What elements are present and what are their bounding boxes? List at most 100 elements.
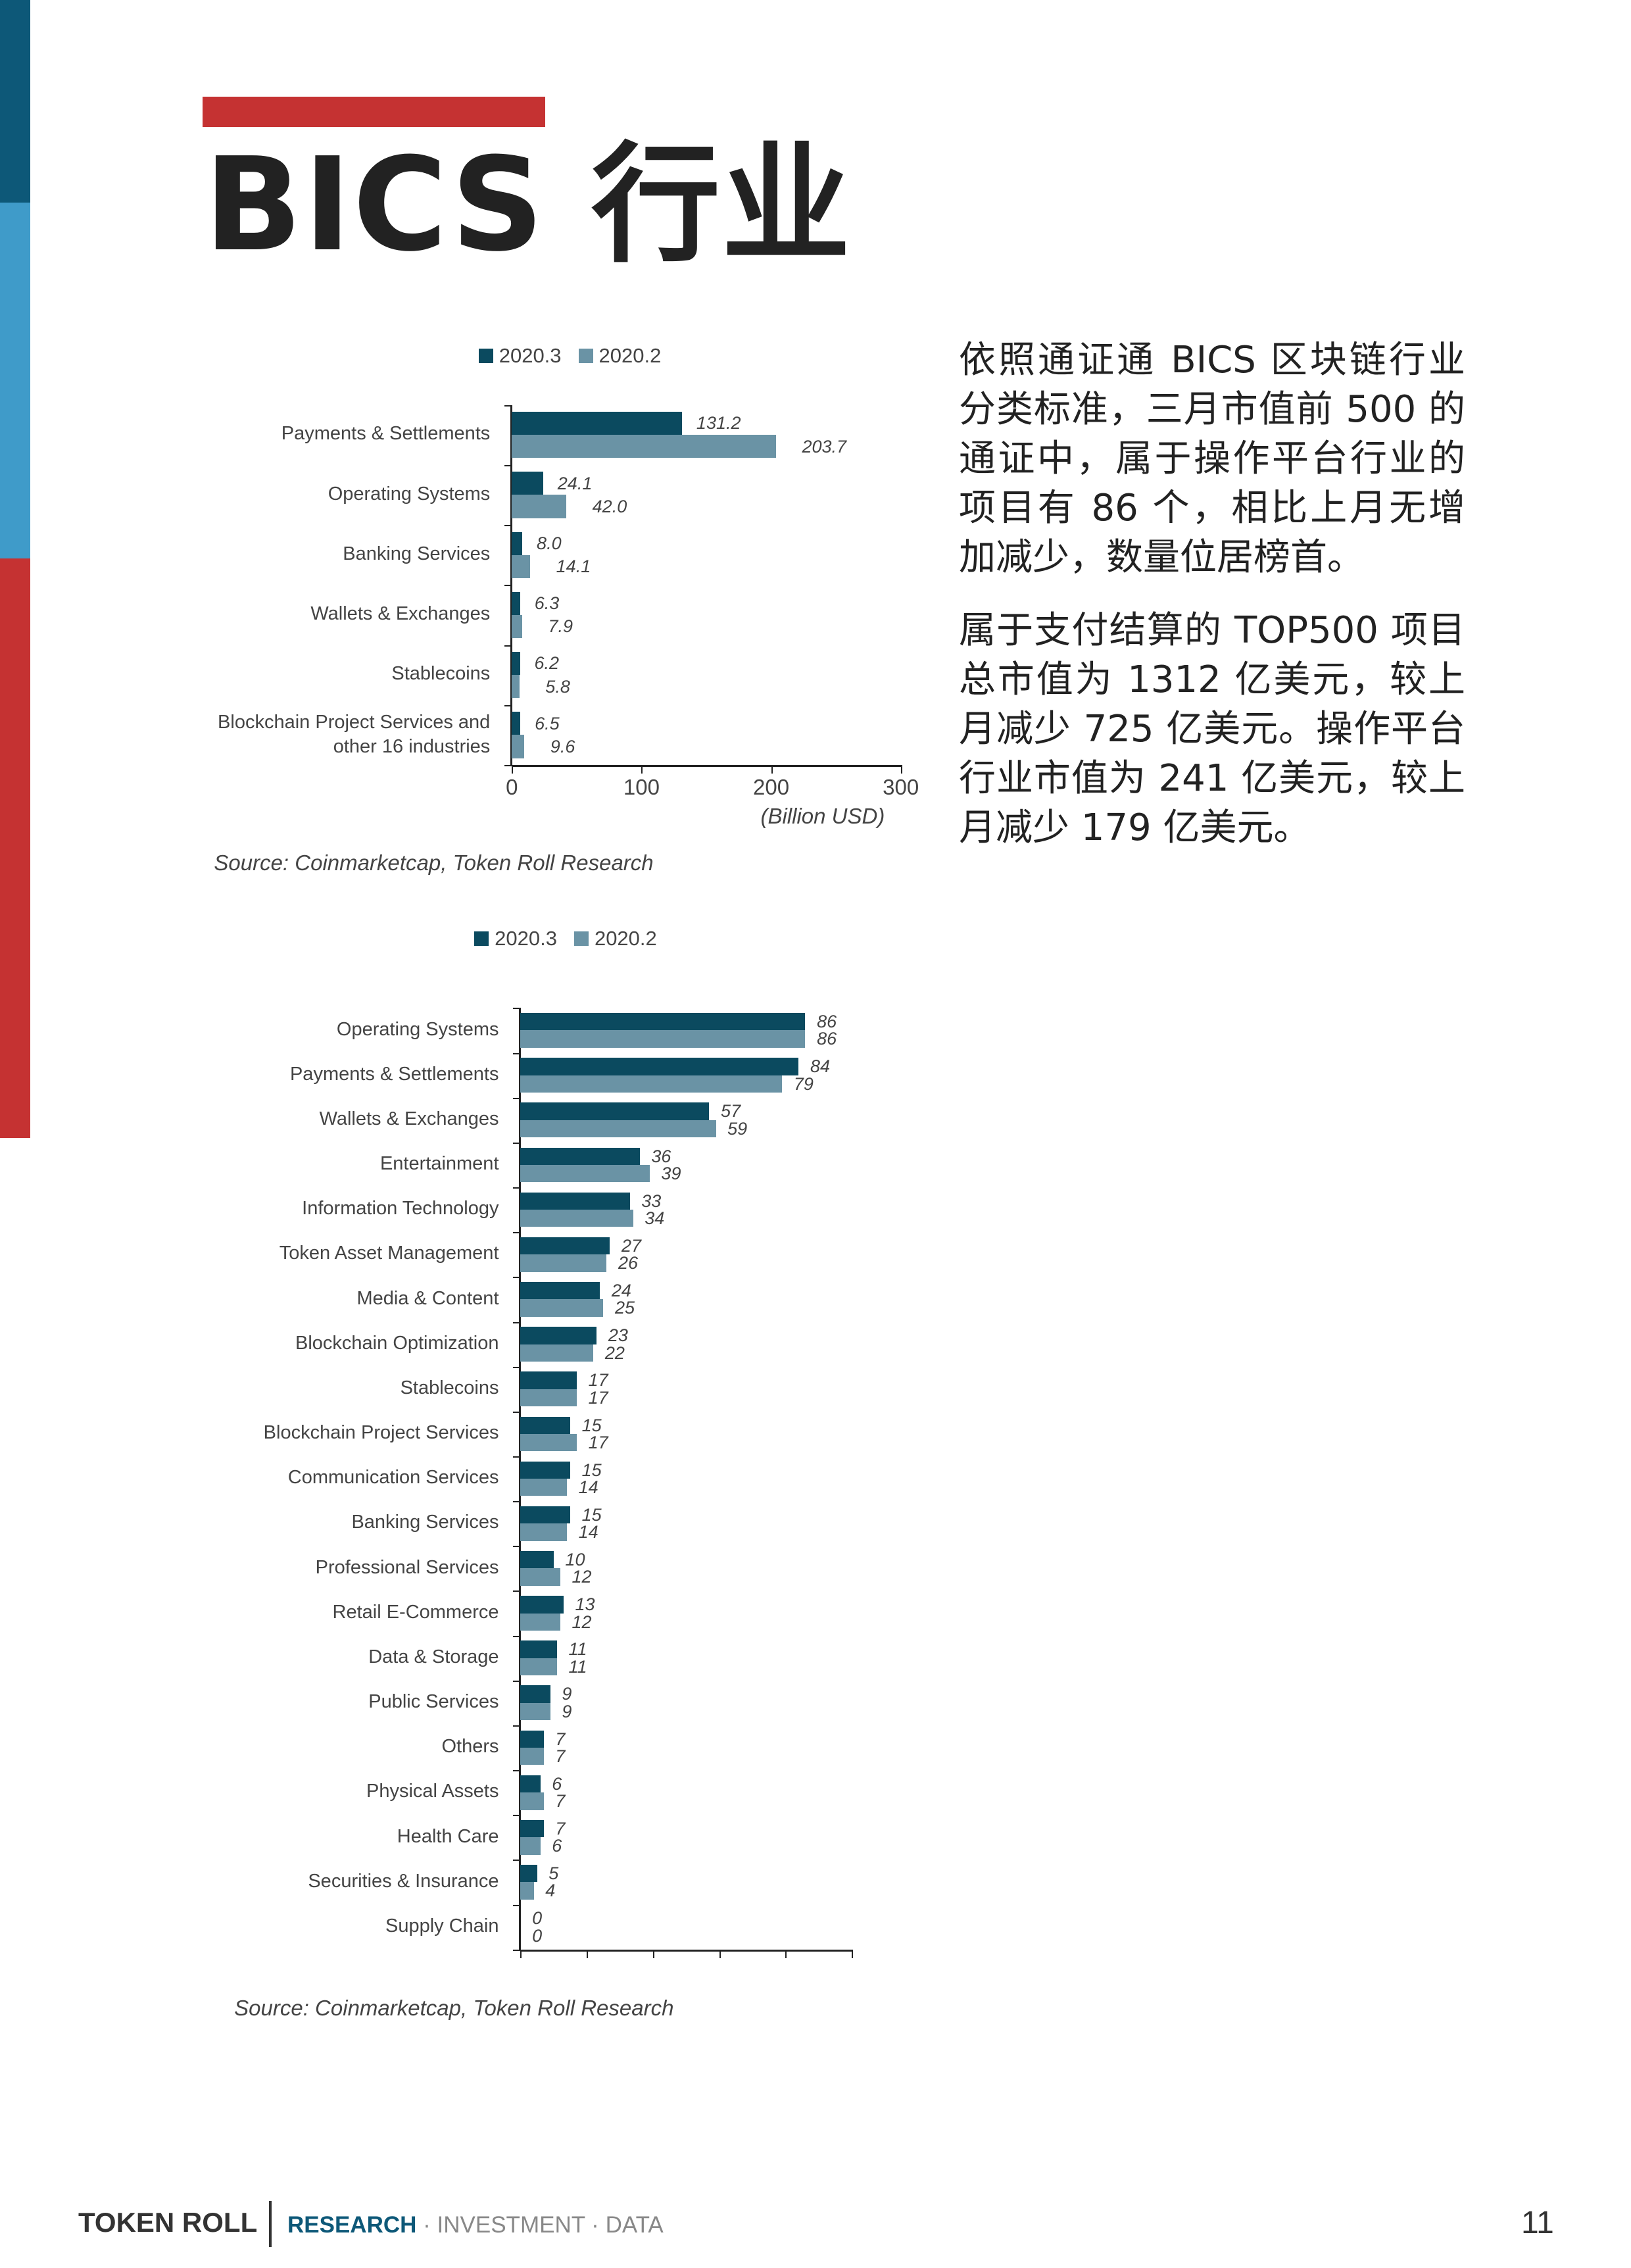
y-tick [513, 1725, 521, 1727]
category-label: Payments & Settlements [289, 1063, 499, 1085]
data-label: 6.3 [534, 593, 560, 614]
y-tick [513, 1052, 521, 1054]
x-tick [512, 765, 514, 774]
bar-2020-3 [520, 1506, 570, 1524]
data-label: 36 [651, 1146, 671, 1166]
legend-item: 2020.3 [474, 927, 557, 950]
paragraph-project-count: 依照通证通 BICS 区块链行业分类标准，三月市值前 500 的通证中，属于操作… [959, 339, 1465, 579]
data-label: 13 [575, 1594, 595, 1615]
y-tick [513, 1456, 521, 1458]
category-label: Banking Services [343, 543, 491, 564]
bar-2020-2 [520, 1837, 541, 1855]
bar-2020-2 [520, 1658, 557, 1676]
bar-2020-2 [520, 1882, 534, 1900]
y-tick [513, 1321, 521, 1323]
y-tick [504, 704, 512, 706]
data-label: 7.9 [548, 616, 573, 637]
sidebar-accent-red [0, 558, 30, 1138]
y-tick [504, 464, 512, 466]
bar-2020-3 [520, 1819, 544, 1838]
y-tick [513, 1366, 521, 1368]
bar-2020-2 [520, 1210, 633, 1227]
data-label: 6.5 [535, 713, 560, 733]
data-label: 86 [817, 1029, 837, 1049]
data-label: 12 [572, 1612, 592, 1632]
bar-2020-3 [512, 412, 682, 435]
legend-swatch [573, 931, 589, 947]
data-label: 0 [532, 1925, 543, 1946]
legend-item: 2020.2 [578, 344, 661, 368]
data-label: 10 [565, 1549, 585, 1569]
sidebar-accent-dark-blue [0, 0, 30, 203]
y-tick [513, 1008, 521, 1010]
category-label: Information Technology [302, 1198, 499, 1220]
legend-item: 2020.3 [478, 344, 562, 368]
bar-2020-3 [512, 712, 521, 735]
y-tick [513, 1097, 521, 1099]
bar-2020-3 [520, 1237, 610, 1255]
bar-2020-3 [520, 1327, 597, 1344]
chart-legend: 2020.3 2020.2 [474, 927, 666, 950]
x-tick-label: 300 [883, 775, 919, 800]
bar-2020-3 [520, 1775, 541, 1793]
y-tick [513, 1232, 521, 1234]
data-label: 5 [548, 1863, 559, 1884]
x-tick-label: 200 [753, 775, 790, 800]
bar-2020-2 [520, 1433, 577, 1452]
bar-2020-3 [520, 1685, 550, 1703]
y-tick [504, 525, 512, 527]
bar-2020-3 [512, 591, 520, 615]
category-label: Data & Storage [368, 1646, 499, 1667]
category-label: Operating Systems [336, 1018, 499, 1040]
data-label: 79 [793, 1073, 814, 1094]
data-label: 25 [614, 1298, 635, 1318]
data-label: 14.1 [556, 556, 591, 577]
x-tick-label: 100 [623, 775, 660, 800]
bar-2020-3 [520, 1730, 544, 1748]
bar-2020-3 [520, 1371, 577, 1389]
data-label: 9 [562, 1684, 572, 1704]
page-number: 11 [1521, 2206, 1554, 2240]
bar-2020-3 [520, 1416, 570, 1434]
sidebar-accent-light-blue [0, 203, 30, 558]
data-label: 7 [555, 1729, 566, 1749]
y-axis [519, 1008, 522, 1950]
bar-2020-3 [520, 1282, 600, 1300]
category-label: Supply Chain [385, 1915, 499, 1936]
x-axis [520, 1949, 852, 1952]
bar-2020-2 [512, 495, 567, 518]
chart-source: Source: Coinmarketcap, Token Roll Resear… [214, 850, 654, 875]
bar-2020-2 [520, 1389, 577, 1407]
data-label: 59 [727, 1118, 748, 1139]
bar-2020-2 [512, 614, 522, 639]
y-tick [513, 1680, 521, 1682]
data-label: 39 [661, 1163, 681, 1183]
data-label: 24.1 [557, 473, 593, 493]
bar-2020-2 [512, 555, 531, 578]
category-label: Others [441, 1736, 499, 1758]
data-label: 11 [568, 1639, 587, 1660]
legend-item: 2020.2 [573, 927, 657, 950]
x-tick [771, 765, 773, 774]
x-tick [641, 765, 643, 774]
y-tick [513, 1277, 521, 1279]
data-label: 203.7 [802, 436, 847, 456]
bar-2020-3 [520, 1596, 564, 1614]
y-tick [513, 1546, 521, 1548]
data-label: 14 [578, 1522, 598, 1542]
bar-2020-2 [520, 1344, 594, 1362]
y-tick [513, 1949, 521, 1951]
category-label: Entertainment [379, 1153, 499, 1175]
bar-2020-3 [520, 1461, 570, 1479]
y-tick [513, 1411, 521, 1413]
x-tick [900, 765, 902, 774]
y-tick [513, 1590, 521, 1592]
bar-2020-2 [520, 1030, 806, 1048]
bar-2020-3 [520, 1640, 557, 1658]
legend-swatch [578, 349, 593, 364]
y-tick [513, 1815, 521, 1817]
bar-2020-2 [520, 1523, 567, 1541]
x-tick-label: 0 [506, 775, 518, 800]
footer-research: RESEARCH [287, 2212, 417, 2238]
